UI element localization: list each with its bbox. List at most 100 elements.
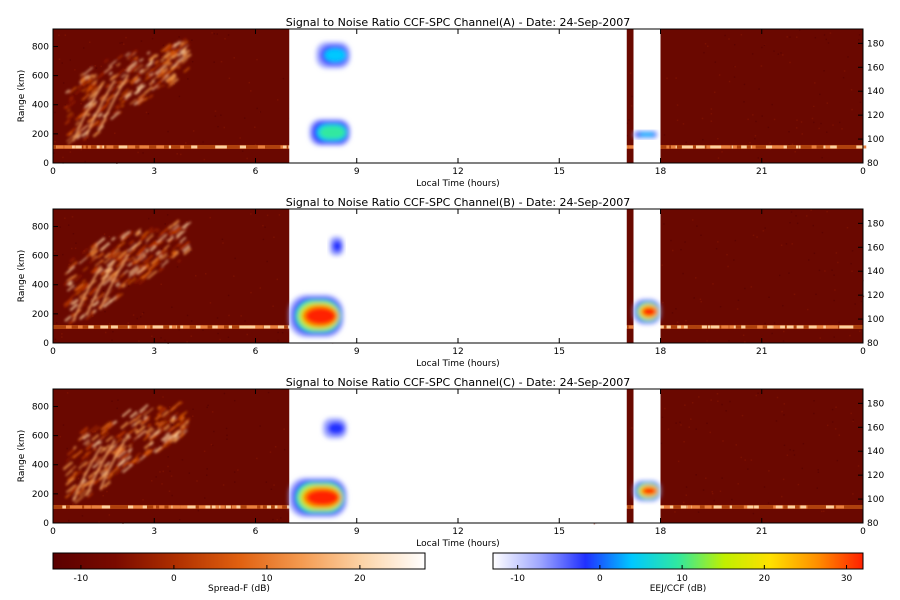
- panel-c-plot: [53, 389, 863, 525]
- colorbar-eej-tick-label: 20: [759, 574, 771, 584]
- colorbar-spreadf-tick-label: 0: [171, 574, 177, 584]
- p3-y2-tick-label: 160: [867, 423, 884, 433]
- colorbar-eej-label: EEJ/CCF (dB): [650, 584, 707, 594]
- p1-y2-tick-label: 160: [867, 63, 884, 73]
- panel-a-y-ticks: 0 200 400 600 800: [32, 42, 58, 169]
- panel-c-x-ticks: 0 3 6 9 12 15 18 21 0: [50, 389, 866, 537]
- p1-y-tick-label: 600: [32, 72, 49, 82]
- p1-y-tick-label: 0: [43, 159, 49, 169]
- p1-y-tick-label: 200: [32, 130, 49, 140]
- p1-spreadf-plume: [63, 37, 192, 145]
- p2-x-tick-label: 9: [354, 347, 360, 357]
- panel-c-xlabel: Local Time (hours): [416, 539, 499, 549]
- p3-x-tick-label: 12: [452, 527, 463, 537]
- colorbar-spreadf-label: Spread-F (dB): [208, 584, 270, 594]
- p2-x-tick-label: 18: [655, 347, 667, 357]
- colorbar-eej-tick-label: 10: [676, 574, 688, 584]
- p2-eej-echo-2: [329, 236, 344, 256]
- p2-x-tick-label: 0: [50, 347, 56, 357]
- p3-y-tick-label: 600: [32, 432, 49, 442]
- p3-eej-echo-2: [323, 418, 347, 439]
- panel-b-x-ticks: 0 3 6 9 12 15 18 21 0: [50, 209, 866, 357]
- p1-x-tick-label: 21: [756, 167, 767, 177]
- p1-eej-echoes: [309, 42, 658, 146]
- p3-eej-echo-1: [289, 477, 347, 518]
- p2-blank-1: [289, 209, 627, 343]
- p3-y-tick-label: 200: [32, 490, 49, 500]
- p2-x-tick-label: 12: [452, 347, 463, 357]
- panel-c-ylabel: Range (km): [17, 430, 27, 482]
- p2-y2-tick-label: 180: [867, 219, 884, 229]
- p3-y-tick-label: 400: [32, 461, 49, 471]
- panel-a-plot: [53, 29, 867, 164]
- colorbar-eej: -10 0 10 20 30 EEJ/CCF (dB): [492, 552, 864, 594]
- p1-x-tick-label: 9: [354, 167, 360, 177]
- p2-eej-echo-1: [289, 294, 344, 338]
- p3-eej-echo-3: [633, 480, 661, 502]
- p1-x-tick-label: 12: [452, 167, 463, 177]
- p1-y2-tick-label: 100: [867, 135, 884, 145]
- colorbar-spreadf-ticks: -10 0 10 20: [74, 565, 366, 584]
- p1-y2-tick-label: 140: [867, 87, 884, 97]
- p3-x-tick-label: 3: [151, 527, 157, 537]
- p2-x-tick-label: 15: [554, 347, 565, 357]
- panel-a-xlabel: Local Time (hours): [416, 179, 499, 189]
- colorbar-spreadf-bar: [52, 552, 426, 570]
- colorbar-eej-bar: [492, 552, 864, 570]
- p2-y-tick-label: 400: [32, 281, 49, 291]
- p2-spreadf-plume: [63, 218, 192, 325]
- p3-blank-2: [633, 389, 661, 523]
- p1-x-tick-label: 15: [554, 167, 565, 177]
- p2-x-tick-label: 0: [860, 347, 866, 357]
- panel-a-ylabel: Range (km): [17, 70, 27, 122]
- panel-b-y-ticks: 0 200 400 600 800: [32, 222, 58, 349]
- p3-y2-tick-label: 120: [867, 471, 884, 481]
- p2-y-tick-label: 800: [32, 222, 49, 232]
- panel-a: Signal to Noise Ratio CCF-SPC Channel(A)…: [17, 16, 884, 189]
- p3-y-tick-label: 0: [43, 519, 49, 529]
- p3-y2-tick-label: 140: [867, 447, 884, 457]
- colorbar-spreadf-tick-label: -10: [74, 574, 89, 584]
- p1-x-tick-label: 0: [50, 167, 56, 177]
- p1-x-tick-label: 3: [151, 167, 157, 177]
- panel-a-y2-ticks: 80 100 120 140 160 180: [858, 39, 884, 169]
- panel-b-ylabel: Range (km): [17, 250, 27, 302]
- p1-y2-tick-label: 80: [867, 159, 879, 169]
- colorbar-spreadf-tick-label: 10: [261, 574, 273, 584]
- p1-eej-echo-3: [633, 130, 658, 139]
- p2-x-tick-label: 3: [151, 347, 157, 357]
- colorbar-eej-ticks: -10 0 10 20 30: [510, 565, 853, 584]
- panel-b-plot: [53, 209, 865, 344]
- p2-y-tick-label: 200: [32, 310, 49, 320]
- p3-x-tick-label: 6: [253, 527, 259, 537]
- panel-a-x-ticks: 0 3 6 9 12 15 18 21 0: [50, 29, 866, 177]
- p1-y2-tick-label: 120: [867, 111, 884, 121]
- p1-x-tick-label: 6: [253, 167, 259, 177]
- p1-y-tick-label: 400: [32, 101, 49, 111]
- p3-x-tick-label: 9: [354, 527, 360, 537]
- p2-y2-tick-label: 160: [867, 243, 884, 253]
- panel-c: Signal to Noise Ratio CCF-SPC Channel(C)…: [17, 376, 884, 549]
- p2-x-tick-label: 6: [253, 347, 259, 357]
- p3-y-tick-label: 800: [32, 402, 49, 412]
- p1-eej-echo-2: [316, 42, 350, 69]
- p2-y2-tick-label: 140: [867, 267, 884, 277]
- p1-eej-echo-1: [309, 119, 350, 146]
- p3-x-tick-label: 15: [554, 527, 565, 537]
- panel-b-xlabel: Local Time (hours): [416, 359, 499, 369]
- p3-x-tick-label: 0: [860, 527, 866, 537]
- p3-eej-echoes: [289, 418, 661, 518]
- p1-y2-tick-label: 180: [867, 39, 884, 49]
- p3-x-tick-label: 18: [655, 527, 667, 537]
- panel-c-title: Signal to Noise Ratio CCF-SPC Channel(C)…: [286, 376, 631, 389]
- colorbar-eej-tick-label: -10: [510, 574, 525, 584]
- p2-eej-echoes: [289, 236, 661, 338]
- p3-y2-tick-label: 80: [867, 519, 879, 529]
- p1-blank-2: [633, 29, 661, 163]
- colorbar-eej-tick-label: 0: [597, 574, 603, 584]
- panel-b-title: Signal to Noise Ratio CCF-SPC Channel(B)…: [286, 196, 630, 209]
- p3-y2-tick-label: 180: [867, 399, 884, 409]
- panel-c-y2-ticks: 80 100 120 140 160 180: [858, 399, 884, 529]
- colorbar-spreadf: -10 0 10 20 Spread-F (dB): [52, 552, 426, 594]
- p1-x-tick-label: 0: [860, 167, 866, 177]
